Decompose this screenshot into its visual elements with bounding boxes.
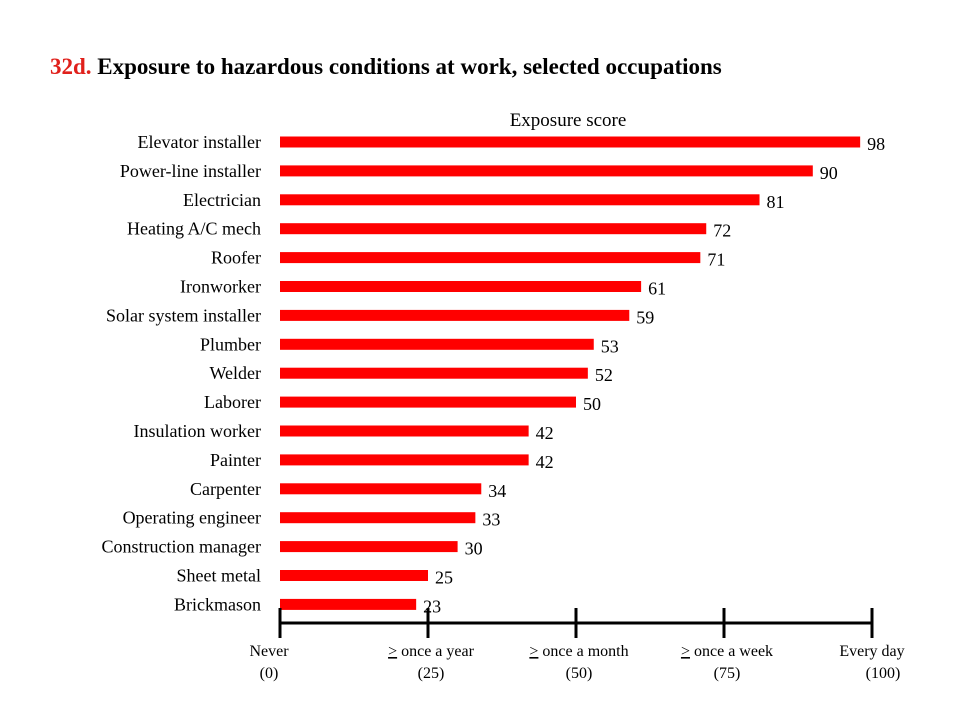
category-label: Plumber [200,334,261,354]
category-label: Sheet metal [177,566,261,586]
bar [280,367,588,379]
x-tick-value: (100) [866,665,901,682]
bar [280,252,701,264]
data-label: 61 [648,279,666,299]
chart-title-text: Exposure to hazardous conditions at work… [97,54,722,79]
bar [280,396,576,408]
chart-number: 32d. [50,54,92,79]
data-label: 33 [482,510,500,530]
data-label: 81 [767,192,785,212]
category-label: Ironworker [180,277,261,297]
x-axis-title: Exposure score [510,110,627,131]
bar [280,136,861,148]
x-tick-value: (75) [714,665,741,682]
bar [280,309,630,321]
bar [280,598,417,610]
bar [280,570,428,581]
data-label: 52 [595,365,613,385]
bar [280,541,458,553]
data-label: 72 [713,221,731,241]
x-tick-value: (0) [260,665,279,682]
data-label: 30 [465,539,483,559]
category-label: Elevator installer [138,132,261,152]
bar [280,483,482,495]
x-tick-label: > once a month [529,643,628,660]
data-label: 23 [423,596,441,616]
data-label: 34 [488,481,506,501]
data-label: 53 [601,336,619,356]
category-label: Roofer [211,248,261,268]
data-label: 50 [583,394,601,414]
bar [280,223,707,235]
x-tick-value: (25) [418,665,445,682]
bar [280,338,594,350]
data-label: 90 [820,163,838,183]
x-tick-label: > once a year [388,643,475,660]
category-label: Power-line installer [120,161,261,181]
bar [280,512,476,524]
category-label: Operating engineer [123,508,261,528]
data-label: 25 [435,568,453,588]
category-label: Painter [210,450,261,470]
category-label: Brickmason [174,594,261,614]
category-label: Carpenter [190,479,261,499]
category-label: Laborer [204,392,261,412]
data-label: 42 [536,452,554,472]
data-label: 59 [636,307,654,327]
category-label: Heating A/C mech [127,219,261,239]
category-label: Construction manager [102,537,261,557]
x-tick-label: Never [249,643,289,660]
bar [280,194,760,206]
category-label: Insulation worker [134,421,261,441]
data-label: 71 [707,250,725,270]
x-tick-label: > once a week [681,643,773,660]
category-label: Welder [209,363,261,383]
bar [280,165,813,177]
data-label: 42 [536,423,554,443]
chart-title: 32d. Exposure to hazardous conditions at… [50,54,722,80]
bar [280,281,642,292]
x-tick-label: Every day [839,643,904,660]
bar [280,425,529,437]
category-label: Solar system installer [106,305,261,325]
category-label: Electrician [183,190,261,210]
x-tick-value: (50) [566,665,593,682]
bar [280,454,529,466]
data-label: 98 [867,134,885,154]
